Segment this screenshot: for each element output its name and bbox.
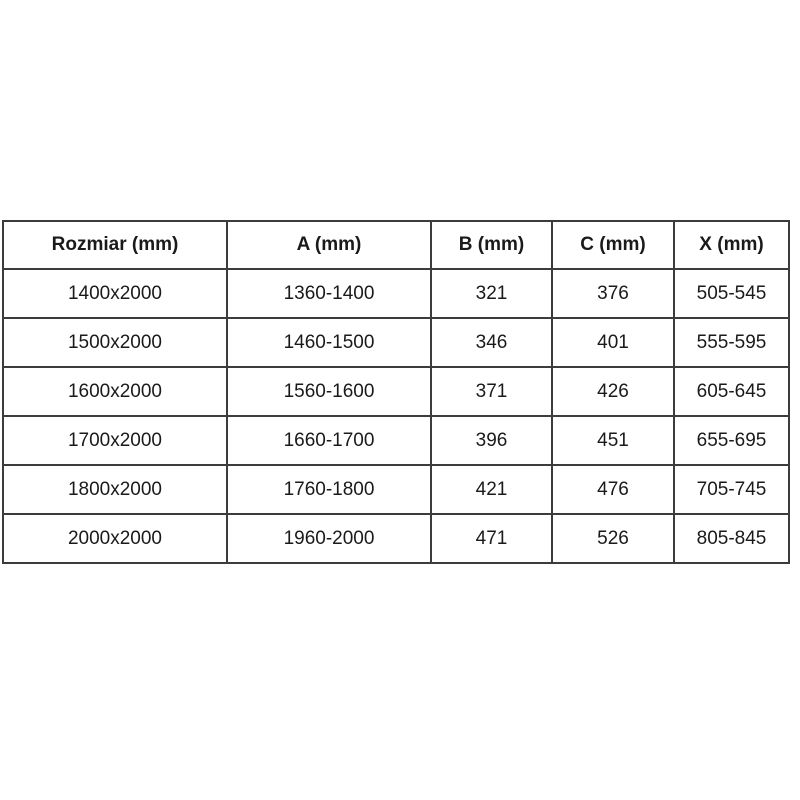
table-cell-b: 396 xyxy=(430,415,553,466)
table-cell-b: 371 xyxy=(430,366,553,417)
table-row: 1600x2000 1560-1600 371 426 605-645 xyxy=(2,366,790,417)
column-header-a: A (mm) xyxy=(226,220,432,270)
table-cell-x: 605-645 xyxy=(673,366,790,417)
column-header-c: C (mm) xyxy=(551,220,675,270)
table-cell-rozmiar: 1400x2000 xyxy=(2,268,228,319)
table-row: 2000x2000 1960-2000 471 526 805-845 xyxy=(2,513,790,564)
table-cell-a: 1660-1700 xyxy=(226,415,432,466)
table-cell-rozmiar: 1500x2000 xyxy=(2,317,228,368)
table-cell-c: 401 xyxy=(551,317,675,368)
table-row: 1700x2000 1660-1700 396 451 655-695 xyxy=(2,415,790,466)
table-cell-c: 376 xyxy=(551,268,675,319)
column-header-rozmiar: Rozmiar (mm) xyxy=(2,220,228,270)
table-cell-a: 1760-1800 xyxy=(226,464,432,515)
table-cell-x: 805-845 xyxy=(673,513,790,564)
table-cell-a: 1460-1500 xyxy=(226,317,432,368)
size-specification-table: Rozmiar (mm) A (mm) B (mm) C (mm) X (mm) 140… xyxy=(2,220,790,564)
column-header-b: B (mm) xyxy=(430,220,553,270)
table-cell-x: 655-695 xyxy=(673,415,790,466)
table-cell-a: 1960-2000 xyxy=(226,513,432,564)
table-cell-rozmiar: 1700x2000 xyxy=(2,415,228,466)
table-cell-c: 526 xyxy=(551,513,675,564)
table-cell-x: 555-595 xyxy=(673,317,790,368)
table-cell-a: 1360-1400 xyxy=(226,268,432,319)
table-cell-rozmiar: 2000x2000 xyxy=(2,513,228,564)
table-cell-x: 705-745 xyxy=(673,464,790,515)
table-cell-b: 321 xyxy=(430,268,553,319)
table-row: 1400x2000 1360-1400 321 376 505-545 xyxy=(2,268,790,319)
header-row: Rozmiar (mm) A (mm) B (mm) C (mm) X (mm) xyxy=(2,220,790,270)
table-row: 1800x2000 1760-1800 421 476 705-745 xyxy=(2,464,790,515)
table-body: 1400x2000 1360-1400 321 376 505-545 1500x2000… xyxy=(2,268,790,564)
table-cell-c: 451 xyxy=(551,415,675,466)
table-cell-b: 346 xyxy=(430,317,553,368)
table-cell-b: 421 xyxy=(430,464,553,515)
table-cell-b: 471 xyxy=(430,513,553,564)
table-cell-x: 505-545 xyxy=(673,268,790,319)
table-row: 1500x2000 1460-1500 346 401 555-595 xyxy=(2,317,790,368)
table-cell-rozmiar: 1800x2000 xyxy=(2,464,228,515)
table-cell-c: 476 xyxy=(551,464,675,515)
table-cell-rozmiar: 1600x2000 xyxy=(2,366,228,417)
column-header-x: X (mm) xyxy=(673,220,790,270)
size-specification-table-container: Rozmiar (mm) A (mm) B (mm) C (mm) X (mm) 140… xyxy=(2,220,790,564)
table-cell-c: 426 xyxy=(551,366,675,417)
table-cell-a: 1560-1600 xyxy=(226,366,432,417)
